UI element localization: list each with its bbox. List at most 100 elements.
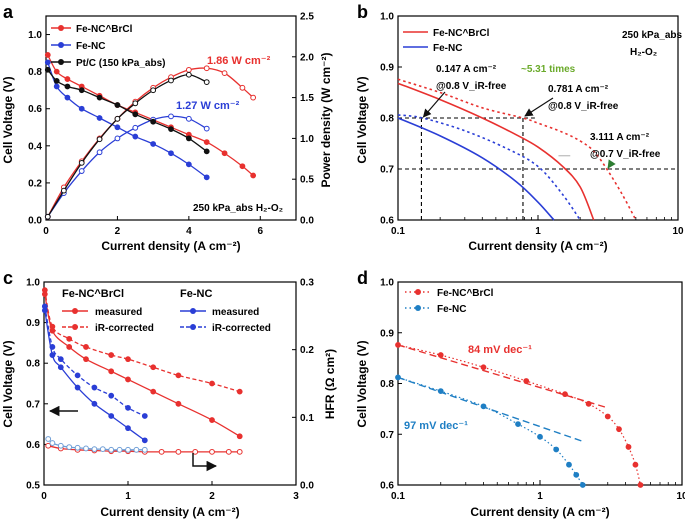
panel-a-point-s4-9: [185, 135, 192, 142]
legend-c-marker-brcl-measured: [72, 308, 78, 314]
panel-c-point-s5-2: [57, 442, 64, 449]
panel-b-legend: Fe-NC^BrCl Fe-NC: [403, 28, 490, 54]
panel-d-series-line-2: [397, 376, 584, 486]
x-tick-label-1: 1: [535, 226, 541, 237]
panel-c-point-s1-4: [108, 352, 115, 358]
y-tick-label-2: 0.4: [28, 141, 42, 152]
panel-d-point-s0-1: [437, 352, 444, 358]
panel-a-point-s4-4: [96, 94, 103, 101]
x-tick-label-0: 0: [43, 226, 49, 237]
panel-c-point-s1-7: [175, 372, 182, 379]
panel-a-point-s2-4: [96, 115, 103, 121]
panel-c-point-s4-11: [225, 448, 232, 455]
y-tick-label-1: 0.7: [380, 430, 394, 441]
panel-a-point-s4-8: [168, 126, 174, 133]
panel-a-point-s5-8: [185, 71, 192, 78]
panel-c-point-s1-8: [209, 380, 215, 387]
panel-d-point-s0-8: [625, 444, 632, 450]
legend-a-label-fenc: Fe-NC: [76, 41, 105, 52]
panel-d-point-s2-6: [566, 461, 572, 468]
panel-c-point-s5-3: [66, 444, 73, 451]
panel-a-point-s4-3: [78, 87, 85, 94]
x-tick-label-0: 0.1: [391, 491, 405, 502]
panel-c-point-s5-6: [91, 446, 98, 453]
panel-a-point-s1-10: [221, 70, 228, 77]
x-tick-label-2: 2: [209, 491, 215, 502]
panel-c-point-s1-9: [236, 388, 243, 395]
panel-a-point-s5-2: [78, 159, 85, 166]
panel-a-point-s2-2: [64, 94, 71, 101]
panel-b-letter: b: [357, 2, 368, 22]
panel-c-point-s0-4: [108, 368, 115, 375]
panel-c-point-s2-6: [125, 425, 131, 432]
panel-b-annot-2-line2: @0.8 V_iR-free: [548, 101, 619, 112]
x-tick-label-3: 6: [258, 226, 264, 237]
panel-d-letter: d: [357, 268, 368, 288]
panel-a-point-s0-10: [203, 139, 210, 146]
panel-b-ylabel: Cell Voltage (V): [355, 76, 369, 163]
panel-a-point-s4-1: [53, 78, 60, 84]
panel-c-point-s4-12: [236, 448, 243, 455]
panel-a-point-s1-11: [239, 84, 246, 91]
y-tick-label-3: 0.8: [26, 359, 40, 370]
legend-c-label-brcl-measured: measured: [95, 307, 142, 318]
panel-c-point-s3-3: [74, 372, 81, 379]
panel-a-point-s4-7: [150, 118, 157, 125]
panel-c-point-s5-0: [45, 436, 52, 442]
x-tick-label-3: 3: [293, 491, 299, 502]
panel-c-point-s3-7: [141, 413, 148, 419]
panel-a-point-s3-9: [203, 125, 210, 132]
panel-d-point-s2-3: [515, 421, 521, 428]
panel-d-series-line-0: [397, 344, 642, 486]
panel-a-point-s5-3: [96, 136, 103, 143]
panel-a-point-s5-1: [60, 187, 67, 194]
y2-tick-label-3: 0.3: [300, 278, 314, 289]
y-tick-label-2: 0.8: [380, 379, 394, 390]
y-tick-label-4: 1.0: [380, 278, 394, 289]
legend-a-marker-fenc: [58, 42, 64, 48]
legend-a-marker-brcl: [58, 25, 64, 31]
panel-b-series-line-3: [397, 114, 581, 221]
panel-b-condition-gas: H₂-O₂: [630, 47, 657, 58]
panel-b-xlabel: Current density (A cm⁻²): [468, 239, 607, 253]
legend-c-group-brcl: Fe-NC^BrCl: [62, 288, 124, 300]
panel-d-legend: Fe-NC^BrCl Fe-NC: [405, 288, 494, 315]
panel-a-y2label: Power density (W cm⁻²): [319, 52, 333, 187]
legend-c-marker-fenc-ir: [190, 324, 196, 330]
panel-b-series-line-0: [397, 82, 595, 221]
panel-b-annot-3-line2: @0.7 V_iR-free: [590, 149, 661, 160]
panel-c-point-s3-6: [125, 404, 131, 411]
panel-c-point-s0-9: [236, 433, 243, 440]
panel-a-annot-condition: 250 kPa_abs H₂-O₂: [193, 203, 283, 214]
panel-c-point-s0-3: [83, 356, 89, 363]
panel-b-arrow-1: [422, 91, 446, 118]
panel-a-point-s5-0: [44, 213, 51, 220]
panel-a-point-s2-0: [44, 59, 51, 66]
panel-a-point-s0-12: [239, 163, 246, 170]
panel-a-annot-fenc: 1.27 W cm⁻²: [176, 100, 240, 112]
y2-tick-label-2: 1.0: [300, 134, 314, 145]
panel-d-point-s0-2: [480, 364, 487, 371]
panel-a-point-s2-10: [203, 174, 210, 181]
panel-a-point-s2-8: [168, 150, 174, 157]
panel-a-point-s2-7: [150, 141, 157, 147]
panel-c-point-s5-1: [49, 440, 56, 446]
y-tick-label-2: 0.7: [26, 399, 40, 410]
panel-c-point-s4-9: [192, 448, 199, 455]
panel-a-series-line-5: [47, 74, 207, 218]
panel-c-ylabel: Cell Voltage (V): [1, 340, 15, 427]
y-tick-label-4: 0.8: [28, 67, 42, 78]
panel-b-annot-1-line1: 0.147 A cm⁻²: [436, 64, 497, 75]
panel-c-point-s1-1: [49, 323, 56, 330]
panel-a-frame: [45, 15, 297, 221]
panel-c-frame: [43, 281, 297, 486]
panel-a-point-s0-2: [64, 76, 71, 82]
legend-c-label-fenc-ir: iR-corrected: [212, 323, 271, 334]
panel-a: a 0 2 4 6 0.0 0.2 0.4 0.6 0.8 1.0 0.0 0.5 1.0 1.5 2.0 2…: [1, 2, 333, 253]
panel-c-point-s3-1: [49, 344, 56, 350]
y-tick-label-2: 0.8: [380, 114, 394, 125]
panel-c-point-s1-3: [83, 344, 89, 350]
y2-tick-label-1: 0.5: [300, 175, 314, 186]
panel-d-point-s0-9: [632, 461, 639, 468]
